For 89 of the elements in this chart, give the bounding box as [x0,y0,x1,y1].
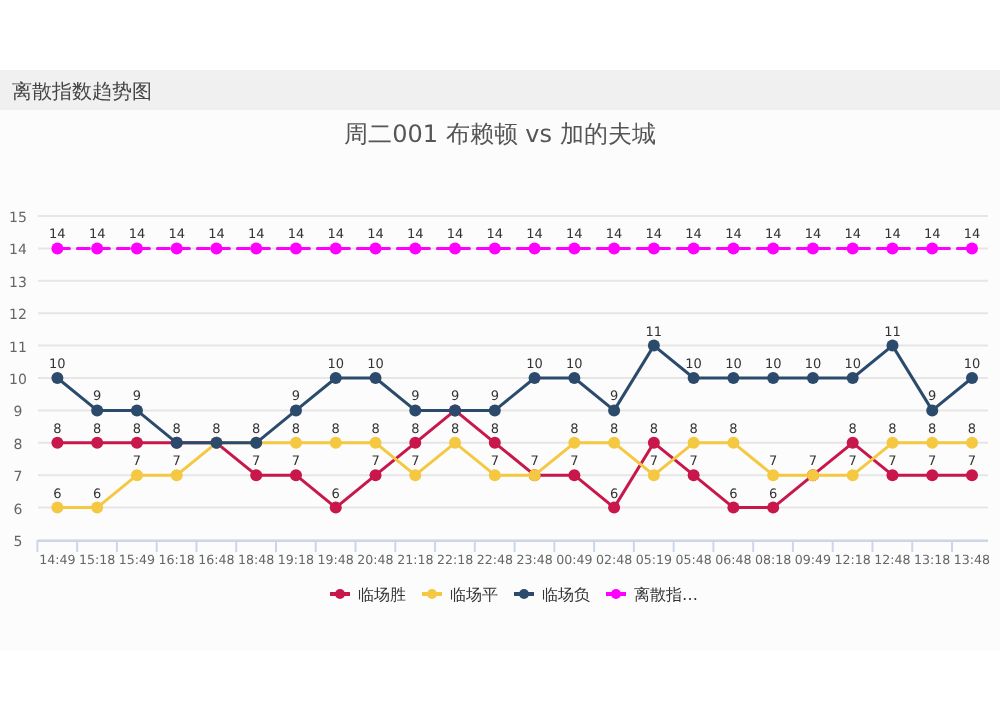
point [647,436,660,449]
point [568,469,581,482]
point [130,404,143,417]
legend-label: 离散指… [634,586,698,604]
point [647,242,660,255]
point [886,339,899,352]
point [130,242,143,255]
point [51,242,64,255]
point [91,404,104,417]
point [846,242,859,255]
point [289,436,302,449]
point [966,242,978,255]
point [926,404,939,417]
point [767,372,780,384]
legend-label: 临场胜 [358,586,406,604]
point [329,372,342,384]
legend-label: 临场负 [542,586,590,604]
point [51,501,64,514]
point [727,372,740,384]
point [210,242,223,255]
point [767,242,780,255]
point [369,242,382,255]
point [966,372,978,384]
point [488,242,501,255]
point [488,469,501,482]
point [409,469,422,482]
point [289,242,302,255]
point [369,469,382,482]
point [409,404,422,417]
point [727,501,740,514]
point [886,242,899,255]
point [130,436,143,449]
legend-label: 临场平 [450,586,498,604]
point [528,372,541,384]
point [568,242,581,255]
text: 离散指数趋势图 [12,80,152,104]
point [170,469,183,482]
point [846,372,859,384]
point [568,436,581,449]
point [130,469,143,482]
point [687,242,700,255]
point [767,501,780,514]
point [886,469,899,482]
point [449,436,462,449]
point [91,501,104,514]
point [409,436,422,449]
point [926,242,939,255]
point [926,436,939,449]
point [608,501,621,514]
point [608,436,621,449]
point [488,436,501,449]
point [329,436,342,449]
point [886,436,899,449]
point [51,372,64,384]
point [409,242,422,255]
point [806,242,819,255]
point [51,436,64,449]
point [966,436,978,449]
point [369,372,382,384]
point [608,404,621,417]
point [727,242,740,255]
point [449,242,462,255]
point [91,436,104,449]
point [687,372,700,384]
point [289,469,302,482]
point [329,242,342,255]
point [250,242,263,255]
point [289,404,302,417]
point [608,242,621,255]
point [170,242,183,255]
point [806,372,819,384]
point [568,372,581,384]
point [926,469,939,482]
point [846,436,859,449]
point [687,436,700,449]
point [91,242,104,255]
point [647,339,660,352]
chart-title: 周二001 布赖顿 vs 加的夫城 [344,120,656,148]
point [528,242,541,255]
point [647,469,660,482]
point [966,469,978,482]
point [846,469,859,482]
point [767,469,780,482]
point [687,469,700,482]
point [369,436,382,449]
point [250,469,263,482]
point [329,501,342,514]
point [488,404,501,417]
point [727,436,740,449]
